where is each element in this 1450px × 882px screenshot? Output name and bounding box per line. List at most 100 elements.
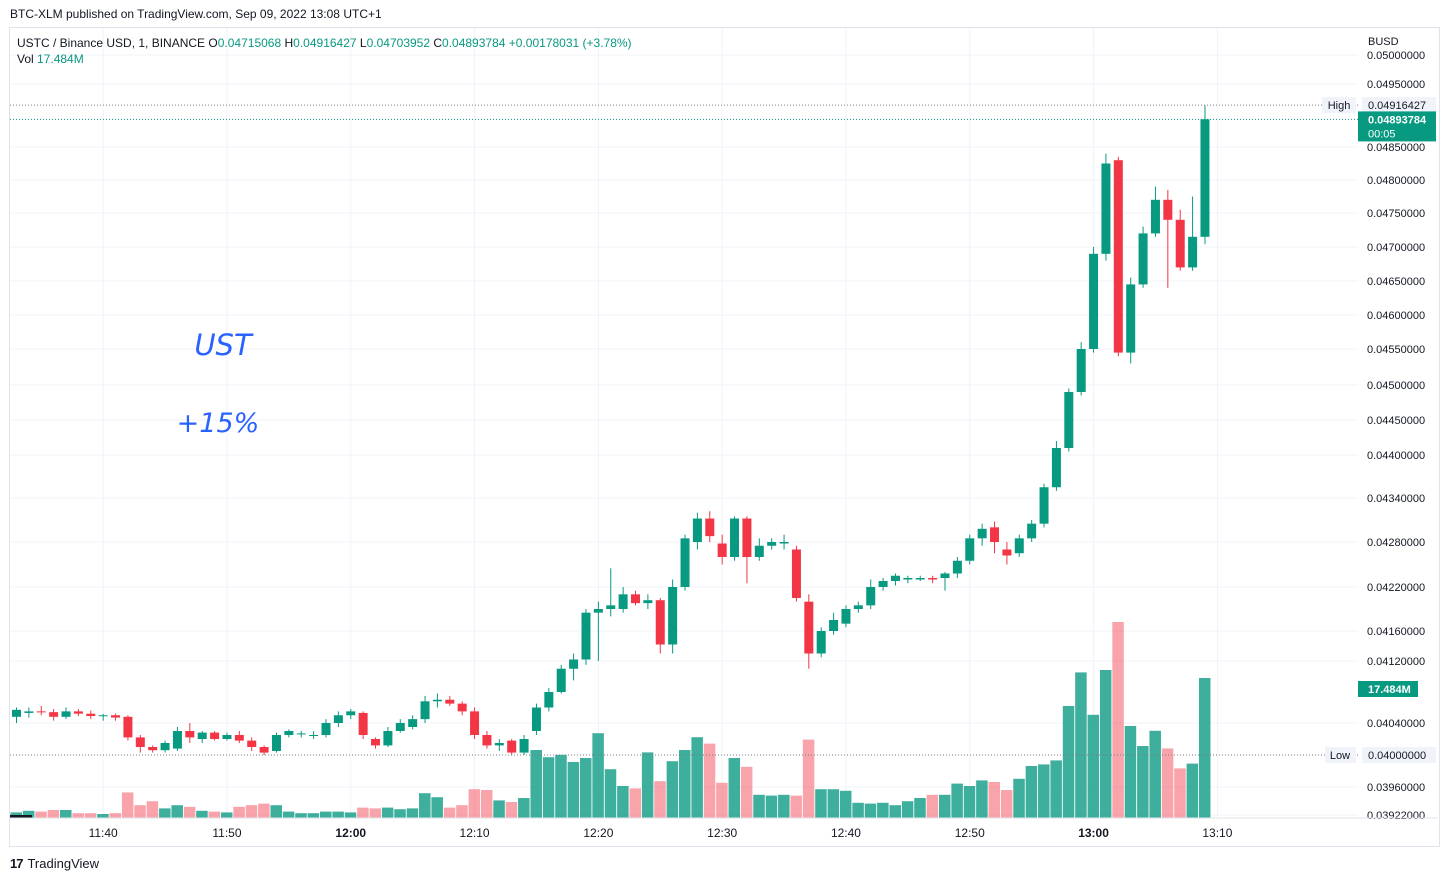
candle: [185, 723, 195, 743]
candle-body: [890, 575, 900, 581]
low-value-label: 0.04000000: [1368, 750, 1426, 762]
high-value-label: 0.04916427: [1368, 100, 1426, 112]
candle: [371, 737, 381, 749]
volume-bar: [84, 813, 97, 818]
candle: [631, 590, 640, 606]
time-tick-label: 12:00: [335, 826, 366, 840]
candle: [61, 707, 71, 720]
candle-body: [717, 543, 727, 557]
candle-body: [284, 731, 294, 735]
candle: [296, 731, 306, 738]
candle: [692, 512, 702, 550]
candle-body: [309, 735, 319, 736]
last-price-label: 0.04893784: [1368, 114, 1427, 126]
candle-body: [383, 731, 393, 746]
volume-bar: [406, 808, 419, 818]
high-label: H: [284, 36, 294, 50]
volume-bar: [47, 810, 60, 818]
volume-bar: [357, 807, 369, 818]
candle-body: [841, 609, 851, 624]
volume-bar: [270, 805, 282, 818]
candle: [346, 709, 356, 720]
candle-body: [631, 594, 640, 604]
volume-bar: [567, 762, 580, 818]
volume-bar: [1075, 672, 1087, 818]
footer[interactable]: 17 TradingView: [10, 856, 99, 871]
candle-body: [1089, 253, 1099, 349]
volume-bar: [505, 802, 518, 818]
price-tick-label: 0.04650000: [1367, 276, 1425, 288]
volume-bar: [134, 805, 146, 818]
volume-bar: [196, 810, 208, 818]
candle-body: [581, 612, 591, 660]
volume-bar: [245, 805, 258, 818]
candle: [12, 707, 21, 723]
candle-body: [1076, 349, 1086, 392]
candle-body: [259, 747, 269, 753]
price-tick-label: 0.04120000: [1367, 656, 1425, 668]
ohlc-legend: USTC / Binance USD, 1, BINANCE O0.047150…: [17, 35, 632, 51]
candle: [445, 695, 455, 706]
candle-body: [593, 609, 603, 613]
volume-bar: [1025, 766, 1038, 818]
candle: [977, 523, 987, 546]
candle-body: [878, 581, 888, 587]
volume-bar: [394, 809, 406, 818]
footer-brand: TradingView: [27, 856, 100, 871]
volume-bar: [765, 795, 778, 818]
candle: [259, 745, 269, 755]
volume-bar: [703, 743, 716, 818]
low-label: L: [359, 36, 367, 50]
volume-bar: [220, 812, 233, 818]
tradingview-logo-icon: 17: [10, 856, 24, 871]
candle: [1014, 534, 1024, 557]
price-tick-label: 0.04800000: [1367, 175, 1425, 187]
candle-body: [395, 723, 405, 731]
volume-bar: [109, 813, 122, 818]
candle-body: [247, 740, 257, 747]
candle-body: [445, 699, 455, 704]
candle: [1027, 520, 1037, 542]
candle: [853, 601, 863, 613]
candle: [1113, 156, 1123, 357]
volume-bar: [518, 798, 530, 818]
price-tick-label: 0.04400000: [1367, 450, 1425, 462]
low-value-bg: [1362, 747, 1436, 763]
candle: [408, 715, 418, 730]
candle-body: [420, 701, 430, 720]
high-value: 0.04916427: [293, 36, 357, 50]
candle-body: [494, 743, 504, 746]
volume-bar: [320, 811, 332, 818]
volume-label: Vol: [17, 52, 34, 66]
candle: [990, 521, 1000, 554]
candle-body: [1101, 163, 1111, 254]
candle-body: [73, 711, 83, 714]
candle: [358, 711, 368, 739]
candle: [655, 598, 665, 654]
candle-body: [903, 578, 913, 580]
candle: [98, 713, 108, 721]
candle-body: [692, 518, 702, 542]
volume-bar: [258, 803, 270, 818]
candle-body: [1126, 284, 1136, 353]
volume-value-label: 17.484M: [1368, 684, 1411, 696]
candle: [531, 703, 541, 735]
publish-caption: BTC-XLM published on TradingView.com, Se…: [10, 7, 382, 21]
candle-body: [210, 732, 220, 739]
price-tick-label: 0.04450000: [1367, 415, 1425, 427]
candle-body: [866, 587, 876, 606]
candle-body: [61, 711, 71, 717]
volume-bar: [753, 794, 765, 818]
time-tick-label: 12:40: [831, 826, 861, 840]
price-tick-label: 0.04550000: [1367, 344, 1425, 356]
candle: [420, 695, 430, 723]
volume-bar: [1038, 764, 1050, 818]
candle-body: [705, 518, 715, 537]
candle-body: [358, 712, 368, 735]
symbol-name[interactable]: USTC / Binance USD, 1, BINANCE: [17, 36, 206, 50]
candle: [160, 740, 170, 753]
candle-body: [519, 739, 529, 753]
volume-bar: [666, 761, 679, 818]
candle: [1051, 441, 1061, 491]
